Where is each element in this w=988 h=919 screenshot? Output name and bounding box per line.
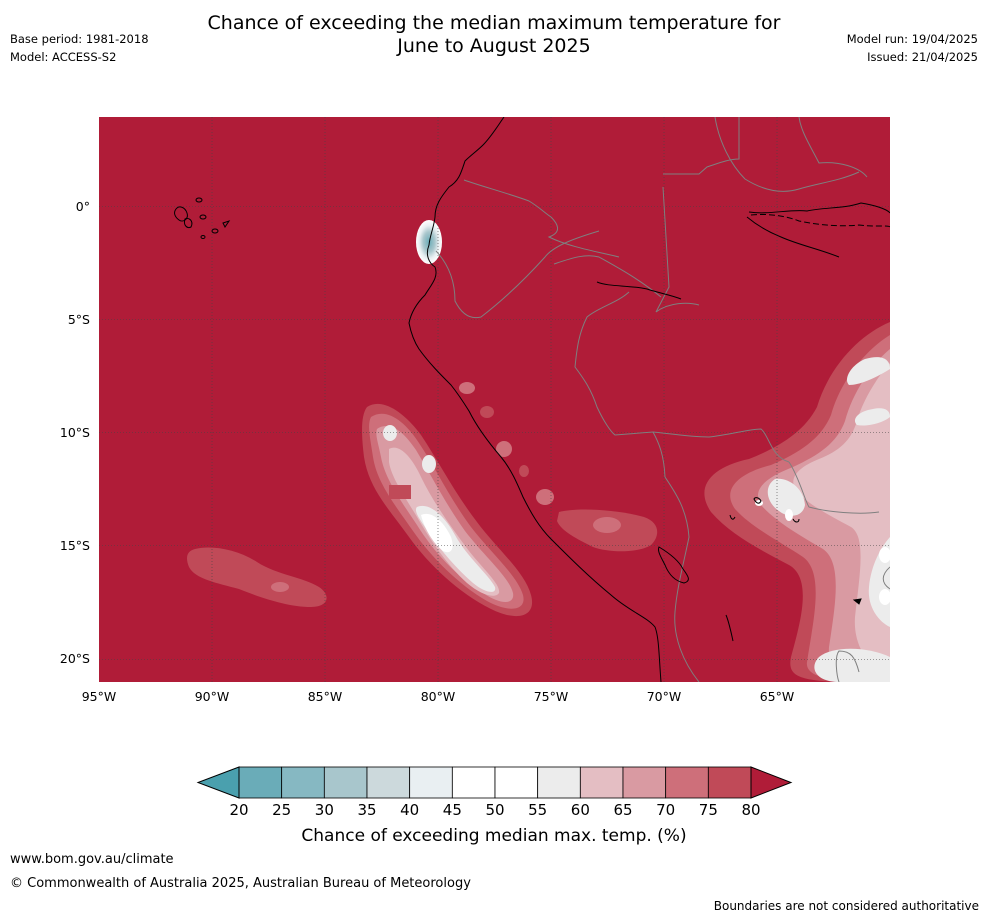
meta-right: Model run: 19/04/2025 Issued: 21/04/2025 <box>847 30 978 66</box>
colorbar-over-arrow <box>750 766 793 799</box>
lat-tick-2: 10°S <box>59 425 90 440</box>
lon-tick-3: 80°W <box>420 689 456 704</box>
colorbar-tick-label: 80 <box>741 801 761 819</box>
lon-tick-4: 75°W <box>533 689 569 704</box>
colorbar-tick-label: 50 <box>485 801 505 819</box>
colorbar-tick-label: 65 <box>613 801 633 819</box>
lon-tick-6: 65°W <box>759 689 795 704</box>
lat-tick-1: 5°S <box>67 312 90 327</box>
colorbar-swatch <box>665 766 709 799</box>
copyright: © Commonwealth of Australia 2025, Austra… <box>10 876 471 891</box>
southern-peru-patch <box>557 509 658 552</box>
colorbar-tick-label: 60 <box>570 801 590 819</box>
disclaimer: Boundaries are not considered authoritat… <box>713 899 979 913</box>
colorbar-tick-label: 20 <box>229 801 249 819</box>
model-name: Model: ACCESS-S2 <box>10 50 117 64</box>
title-line-1: Chance of exceeding the median maximum t… <box>207 12 781 34</box>
southwest-offshore-patch <box>187 547 327 607</box>
colorbar-under-arrow <box>196 766 240 799</box>
colorbar-swatch <box>323 766 368 799</box>
probability-map <box>99 117 890 682</box>
meta-left: Base period: 1981-2018 Model: ACCESS-S2 <box>10 30 149 66</box>
colorbar-tick-label: 35 <box>357 801 377 819</box>
coastal-patch-4 <box>519 465 529 477</box>
base-period: Base period: 1981-2018 <box>10 32 149 46</box>
colorbar-tick-label: 70 <box>656 801 676 819</box>
colorbar-swatch <box>409 766 453 799</box>
lat-tick-3: 15°S <box>59 538 90 553</box>
colorbar <box>196 766 793 799</box>
coastal-patch-2 <box>480 406 494 418</box>
colorbar-tick-label: 25 <box>272 801 292 819</box>
colorbar-tick-label: 40 <box>400 801 420 819</box>
title-line-2: June to August 2025 <box>397 35 591 57</box>
colorbar-swatch <box>238 766 283 799</box>
lat-tick-0: 0° <box>75 199 90 214</box>
coastal-patch-3 <box>496 441 512 457</box>
colorbar-swatch <box>707 766 752 799</box>
colorbar-label: Chance of exceeding median max. temp. (%… <box>301 826 687 846</box>
coastal-patch-5 <box>536 489 554 505</box>
map-title: Chance of exceeding the median maximum t… <box>0 12 988 58</box>
coastal-patch-1 <box>459 382 475 394</box>
lon-tick-5: 70°W <box>646 689 682 704</box>
lon-tick-0: 95°W <box>81 689 117 704</box>
coastlines <box>408 117 890 682</box>
colorbar-swatch <box>622 766 667 799</box>
website-link[interactable]: www.bom.gov.au/climate <box>10 852 174 867</box>
model-run: Model run: 19/04/2025 <box>846 32 978 46</box>
colorbar-tick-label: 30 <box>314 801 334 819</box>
galapagos-islands <box>174 197 231 239</box>
colorbar-swatch <box>537 766 581 799</box>
colorbar-tick-label: 75 <box>698 801 718 819</box>
colorbar-swatch <box>494 766 539 799</box>
issued-date: Issued: 21/04/2025 <box>867 50 978 64</box>
eastern-anomaly <box>704 322 890 682</box>
lon-tick-2: 85°W <box>307 689 343 704</box>
colorbar-swatch <box>579 766 624 799</box>
colorbar-swatch <box>281 766 325 799</box>
bolivian-lakes <box>725 497 862 642</box>
colorbar-swatch <box>366 766 411 799</box>
country-borders <box>435 117 890 682</box>
lake-titicaca <box>658 546 689 584</box>
lon-tick-1: 90°W <box>194 689 230 704</box>
colorbar-tick-label: 45 <box>442 801 462 819</box>
colorbar-swatch <box>451 766 496 799</box>
colorbar-tick-label: 55 <box>528 801 548 819</box>
offshore-anomaly-plume <box>362 403 533 617</box>
gridlines <box>99 117 890 682</box>
lat-tick-4: 20°S <box>59 651 90 666</box>
